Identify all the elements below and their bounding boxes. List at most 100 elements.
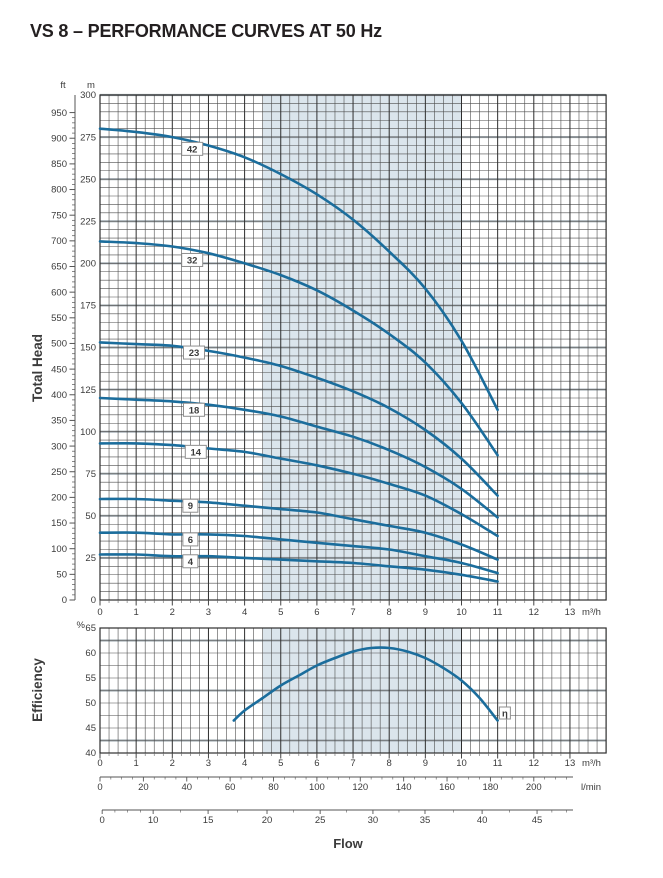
ft-axis-label: 500 — [51, 339, 67, 350]
head-curve-6 — [98, 531, 499, 575]
curve-label-box — [182, 498, 199, 513]
head-curve-23 — [98, 341, 499, 497]
page-title: VS 8 – PERFORMANCE CURVES AT 50 Hz — [30, 21, 382, 41]
m-axis-label: 175 — [80, 301, 96, 312]
m-axis-label: 200 — [80, 259, 96, 270]
gpm-label: 40 — [477, 815, 488, 826]
gpm-label: 10 — [148, 815, 159, 826]
ft-axis-label: 0 — [62, 595, 67, 606]
curve-label: 42 — [187, 144, 198, 155]
lmin-label: 180 — [482, 782, 498, 793]
lmin-label: 40 — [181, 782, 192, 793]
tick-label: 9 — [423, 607, 428, 618]
ft-axis-label: 550 — [51, 313, 67, 324]
tick-label: 6 — [314, 607, 319, 618]
efficiency-axis-label: 45 — [85, 723, 96, 734]
lmin-label: 120 — [352, 782, 368, 793]
x-unit-label: m³/h — [582, 607, 601, 618]
tick-label: 3 — [206, 607, 211, 618]
tick-label: 5 — [278, 758, 283, 769]
tick-label: 7 — [350, 607, 355, 618]
tick-label: 11 — [493, 758, 503, 769]
efficiency-axis-label: 50 — [85, 698, 96, 709]
lmin-label: 200 — [526, 782, 542, 793]
head-curve-42 — [98, 127, 499, 412]
lmin-label: 60 — [225, 782, 236, 793]
tick-label: 0 — [97, 758, 102, 769]
m-axis-label: 25 — [85, 553, 96, 564]
tick-label: 8 — [387, 607, 392, 618]
m-axis-label: 100 — [80, 427, 96, 438]
curve-label: 4 — [188, 557, 194, 568]
curve-label: 6 — [188, 535, 193, 546]
gpm-label: 35 — [420, 815, 431, 826]
tick-label: 11 — [493, 607, 503, 618]
gpm-label: 25 — [315, 815, 326, 826]
lmin-label: 160 — [439, 782, 455, 793]
ft-axis-label: 450 — [51, 364, 67, 375]
efficiency-axis-label: 55 — [85, 673, 96, 684]
curve-label: 14 — [191, 447, 202, 458]
tick-label: 12 — [529, 607, 540, 618]
tick-label: 6 — [314, 758, 319, 769]
head-curve-32 — [98, 240, 499, 457]
curve-label-box — [181, 141, 204, 156]
y-axis-title-efficiency: Efficiency — [30, 658, 45, 722]
efficiency-axis-label: 65 — [85, 623, 96, 634]
head-curve-14 — [98, 442, 499, 538]
eta-label: η — [502, 709, 508, 720]
head-curve-18 — [98, 396, 499, 519]
ft-axis-label: 650 — [51, 262, 67, 273]
gpm-label: 0 — [100, 815, 105, 826]
gpm-label: 30 — [368, 815, 379, 826]
ft-axis-label: 850 — [51, 159, 67, 170]
ft-axis-label: 900 — [51, 133, 67, 144]
m-axis-unit: m — [87, 80, 95, 91]
head-curve-4 — [98, 553, 499, 583]
curve-label-box — [184, 444, 207, 459]
efficiency-axis-label: 40 — [85, 748, 96, 759]
tick-label: 10 — [456, 758, 467, 769]
tick-label: 4 — [242, 607, 247, 618]
m-axis-label: 300 — [80, 90, 96, 101]
m-axis-label: 225 — [80, 216, 96, 227]
y-axis-title-total-head: Total Head — [30, 334, 45, 402]
x-axis-title-flow: Flow — [333, 836, 363, 851]
lmin-label: 0 — [97, 782, 102, 793]
efficiency-axis-unit: % — [77, 620, 86, 631]
tick-label: 13 — [565, 607, 576, 618]
tick-label: 2 — [170, 607, 175, 618]
ft-axis-label: 300 — [51, 441, 67, 452]
efficiency-axis-label: 60 — [85, 648, 96, 659]
m-axis-label: 275 — [80, 132, 96, 143]
lmin-unit-label: l/min — [581, 782, 601, 793]
ft-axis-label: 350 — [51, 416, 67, 427]
m-axis-label: 0 — [91, 595, 96, 606]
m-axis-label: 75 — [85, 469, 96, 480]
curve-label: 9 — [188, 501, 193, 512]
tick-label: 5 — [278, 607, 283, 618]
x-unit-label: m³/h — [582, 758, 601, 769]
tick-label: 12 — [529, 758, 540, 769]
tick-label: 13 — [565, 758, 576, 769]
tick-label: 4 — [242, 758, 247, 769]
tick-label: 9 — [423, 758, 428, 769]
eta-label-box — [498, 706, 511, 720]
lmin-label: 100 — [309, 782, 325, 793]
ft-axis-label: 250 — [51, 467, 67, 478]
tick-label: 2 — [170, 758, 175, 769]
m-axis-label: 125 — [80, 385, 96, 396]
lmin-label: 80 — [268, 782, 279, 793]
tick-label: 1 — [134, 758, 139, 769]
ft-axis-label: 100 — [51, 544, 67, 555]
curve-label: 23 — [189, 348, 200, 359]
curve-label-box — [182, 554, 199, 569]
ft-axis-unit: ft — [60, 80, 66, 91]
curve-label-box — [182, 532, 199, 547]
gpm-label: 20 — [262, 815, 273, 826]
ft-axis-label: 200 — [51, 493, 67, 504]
ft-axis-label: 600 — [51, 287, 67, 298]
